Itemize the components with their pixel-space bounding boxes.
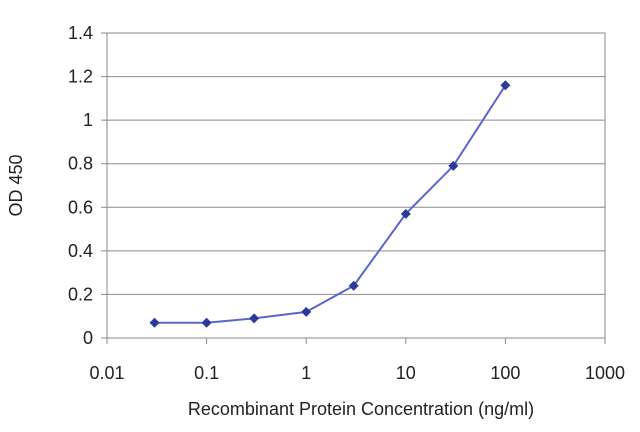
y-tick-label-1: 0.2 — [68, 284, 93, 304]
y-tick-label-7: 1.4 — [68, 23, 93, 43]
x-tick-label-5: 1000 — [585, 363, 625, 383]
x-tick-label-2: 1 — [301, 363, 311, 383]
data-point-4 — [348, 280, 359, 291]
data-point-6 — [448, 160, 459, 171]
x-tick-label-0: 0.01 — [89, 363, 124, 383]
y-axis-title: OD 450 — [6, 154, 26, 216]
y-tick-label-3: 0.6 — [68, 197, 93, 217]
x-tick-label-1: 0.1 — [194, 363, 219, 383]
y-tick-label-5: 1 — [83, 110, 93, 130]
y-tick-labels: 0 0.2 0.4 0.6 0.8 1 1.2 1.4 — [68, 23, 93, 348]
x-tick-labels: 0.01 0.1 1 10 100 1000 — [89, 363, 625, 383]
data-point-7 — [500, 80, 511, 91]
grid-lines — [107, 76, 605, 295]
data-point-2 — [249, 313, 260, 324]
y-tick-label-0: 0 — [83, 328, 93, 348]
data-point-3 — [301, 306, 312, 317]
x-axis-title: Recombinant Protein Concentration (ng/ml… — [188, 399, 534, 419]
axis-ticks — [101, 32, 606, 344]
data-point-5 — [400, 208, 411, 219]
x-tick-label-4: 100 — [490, 363, 520, 383]
y-tick-label-4: 0.8 — [68, 154, 93, 174]
y-tick-label-2: 0.4 — [68, 241, 93, 261]
y-tick-label-6: 1.2 — [68, 67, 93, 87]
data-point-0 — [149, 317, 160, 328]
data-point-1 — [201, 317, 212, 328]
series-group — [149, 80, 511, 328]
plot-area-frame — [106, 32, 606, 339]
series-line-0 — [154, 84, 507, 324]
x-tick-label-3: 10 — [396, 363, 416, 383]
